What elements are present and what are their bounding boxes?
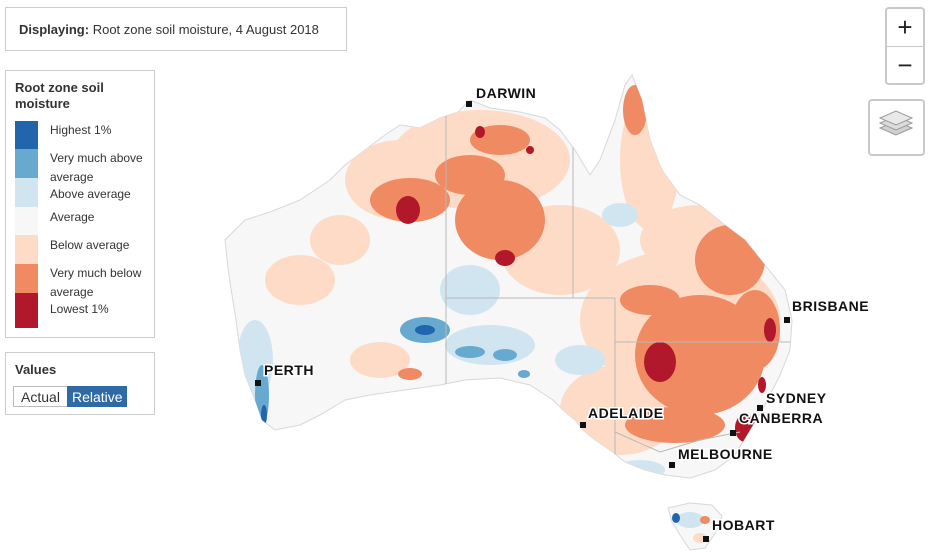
legend-panel: Root zone soil moisture Highest 1% Very … xyxy=(5,70,155,338)
svg-text:SYDNEY: SYDNEY xyxy=(766,390,827,406)
legend-swatch-highest xyxy=(15,121,38,149)
legend-label-highest: Highest 1% xyxy=(50,123,112,137)
legend-label-below: Below average xyxy=(50,238,130,252)
values-title: Values xyxy=(15,362,57,377)
city-hobart[interactable]: HOBART xyxy=(703,516,776,542)
displaying-value: Root zone soil moisture, 4 August 2018 xyxy=(92,22,319,37)
legend-label-very-much-below: Very much below average xyxy=(50,266,142,299)
city-canberra[interactable]: CANBERRA xyxy=(730,409,824,436)
legend-label-above: Above average xyxy=(50,187,131,201)
zoom-in-button[interactable]: + xyxy=(887,9,923,47)
zoom-out-button[interactable]: − xyxy=(897,50,913,80)
legend-swatch-average xyxy=(15,207,38,235)
legend-label-very-much-above: Very much above average xyxy=(50,151,143,184)
svg-text:BRISBANE: BRISBANE xyxy=(792,298,869,314)
city-perth[interactable]: PERTH xyxy=(255,361,315,386)
svg-text:ADELAIDE: ADELAIDE xyxy=(588,405,664,421)
layers-icon xyxy=(878,110,914,136)
city-adelaide[interactable]: ADELAIDE xyxy=(580,404,665,428)
svg-text:MELBOURNE: MELBOURNE xyxy=(678,446,773,462)
legend-swatch-below xyxy=(15,235,38,264)
city-sydney[interactable]: SYDNEY xyxy=(757,389,828,411)
svg-text:DARWIN: DARWIN xyxy=(476,85,536,101)
layers-button[interactable] xyxy=(868,99,925,156)
city-melbourne[interactable]: MELBOURNE xyxy=(669,445,774,468)
displaying-label: Displaying: xyxy=(19,22,90,37)
values-panel: Values Actual Relative xyxy=(5,352,155,415)
displaying-panel: Displaying: Root zone soil moisture, 4 A… xyxy=(5,7,347,51)
actual-button[interactable]: Actual xyxy=(13,386,67,407)
svg-text:CANBERRA: CANBERRA xyxy=(739,410,823,426)
legend-label-average: Average xyxy=(50,210,95,224)
legend-label-lowest: Lowest 1% xyxy=(50,302,109,316)
legend-swatch-above xyxy=(15,178,38,207)
city-brisbane[interactable]: BRISBANE xyxy=(784,297,870,323)
legend-swatch-very-much-below xyxy=(15,264,38,293)
legend-swatch-lowest xyxy=(15,293,38,328)
legend-title: Root zone soil moisture xyxy=(15,80,104,111)
legend-swatch-very-much-above xyxy=(15,149,38,178)
svg-text:PERTH: PERTH xyxy=(264,362,314,378)
relative-button[interactable]: Relative xyxy=(67,386,127,407)
zoom-control: + − xyxy=(885,7,925,85)
city-darwin[interactable]: DARWIN xyxy=(466,84,537,107)
svg-text:HOBART: HOBART xyxy=(712,517,775,533)
values-toggle: Actual Relative xyxy=(13,386,127,407)
